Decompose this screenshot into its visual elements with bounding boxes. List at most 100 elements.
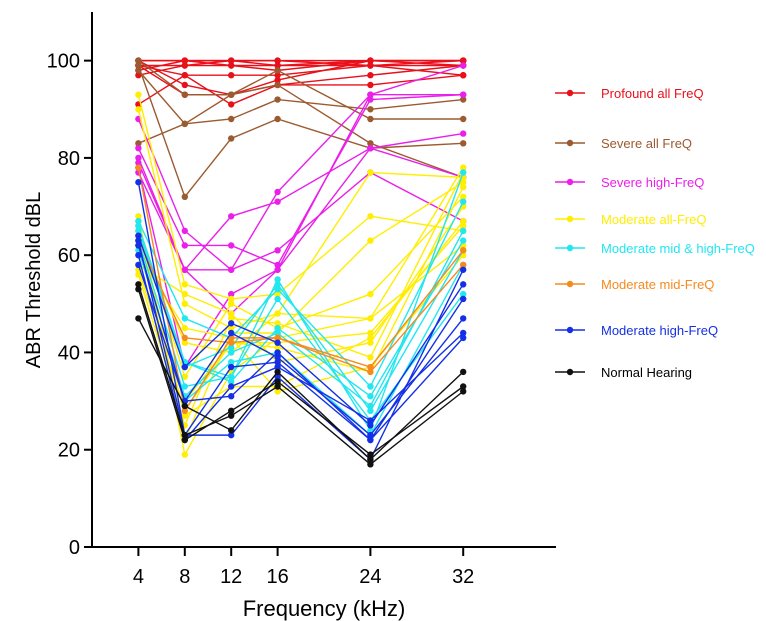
data-point	[274, 358, 281, 366]
data-point	[135, 179, 142, 186]
data-point	[135, 232, 142, 239]
legend-label: Moderate mid-FreQ	[601, 277, 714, 292]
series-group	[135, 164, 467, 415]
data-point	[460, 169, 467, 176]
data-point	[135, 57, 142, 64]
data-point	[181, 91, 188, 98]
data-point	[274, 388, 281, 395]
data-point	[135, 222, 142, 230]
data-point	[228, 393, 235, 400]
legend-item: Profound all FreQ	[555, 86, 704, 101]
x-tick-label: 12	[220, 566, 242, 588]
data-point	[274, 295, 281, 303]
y-tick-label: 100	[47, 51, 80, 73]
data-point	[228, 320, 235, 327]
axes: 0 20 40 60 80 100 4 8 12 16 24 32	[47, 12, 556, 588]
data-point	[181, 363, 188, 371]
plot-lines	[135, 57, 467, 468]
legend-item: Moderate mid & high-FreQ	[555, 241, 755, 256]
data-point	[181, 407, 188, 415]
series-line	[137, 289, 464, 456]
data-point	[181, 300, 188, 308]
data-point	[274, 290, 281, 298]
data-point	[135, 154, 142, 162]
data-point	[367, 436, 374, 444]
data-point	[274, 339, 281, 346]
data-point	[181, 72, 188, 79]
data-point	[228, 315, 235, 322]
series-line	[137, 264, 464, 441]
data-point	[228, 349, 235, 356]
data-point	[181, 193, 188, 201]
data-point	[181, 383, 188, 390]
data-point	[228, 431, 235, 439]
data-point	[274, 81, 281, 89]
data-point	[135, 227, 142, 235]
x-tick-label: 24	[359, 566, 381, 588]
data-point	[135, 315, 142, 322]
data-point	[274, 281, 281, 288]
data-point	[228, 373, 235, 380]
data-point	[460, 130, 467, 137]
data-point	[460, 217, 467, 225]
data-point	[274, 354, 281, 361]
series-line	[138, 64, 464, 76]
data-point	[274, 363, 281, 371]
series-line	[137, 167, 464, 413]
legend-swatch-marker	[566, 326, 574, 334]
series-line	[137, 93, 464, 369]
series-line	[137, 318, 464, 461]
series-line	[137, 230, 464, 398]
data-point	[181, 402, 188, 410]
data-point	[135, 164, 142, 171]
data-point	[367, 402, 374, 410]
legend-item: Moderate all-FreQ	[555, 212, 706, 227]
series-group	[135, 281, 467, 468]
data-point	[367, 368, 374, 376]
data-point	[135, 140, 142, 147]
data-point	[135, 213, 142, 220]
series-line	[137, 220, 464, 417]
data-point	[274, 373, 281, 380]
data-point	[274, 62, 281, 69]
data-point	[367, 363, 374, 371]
series-line	[137, 118, 464, 271]
data-point	[367, 354, 374, 361]
data-point	[228, 213, 235, 220]
series-line	[137, 93, 464, 266]
data-point	[367, 456, 374, 463]
series-line	[137, 182, 464, 461]
data-point	[228, 324, 235, 332]
data-point	[135, 91, 142, 98]
data-point	[367, 144, 374, 152]
y-tick-label: 80	[58, 148, 80, 170]
data-point	[135, 72, 142, 79]
data-point	[460, 164, 467, 171]
data-point	[460, 329, 467, 337]
data-point	[181, 290, 188, 298]
data-point	[367, 169, 374, 176]
data-point	[228, 62, 235, 69]
data-point	[274, 329, 281, 337]
data-point	[367, 339, 374, 346]
legend-swatch-marker	[566, 244, 574, 252]
data-point	[367, 451, 374, 458]
data-point	[460, 140, 467, 147]
series-line	[138, 74, 464, 106]
data-point	[367, 62, 374, 69]
series-line	[137, 65, 464, 199]
data-point	[274, 72, 281, 79]
data-point	[274, 320, 281, 327]
data-point	[460, 315, 467, 322]
data-point	[274, 67, 281, 74]
data-point	[228, 300, 235, 308]
data-point	[135, 251, 142, 259]
data-point	[274, 368, 281, 376]
legend-swatch-marker	[566, 215, 574, 223]
data-point	[367, 57, 374, 64]
data-point	[135, 271, 142, 278]
series-line	[138, 98, 464, 144]
data-point	[274, 96, 281, 103]
series-group	[135, 57, 467, 201]
series-line	[137, 201, 464, 388]
